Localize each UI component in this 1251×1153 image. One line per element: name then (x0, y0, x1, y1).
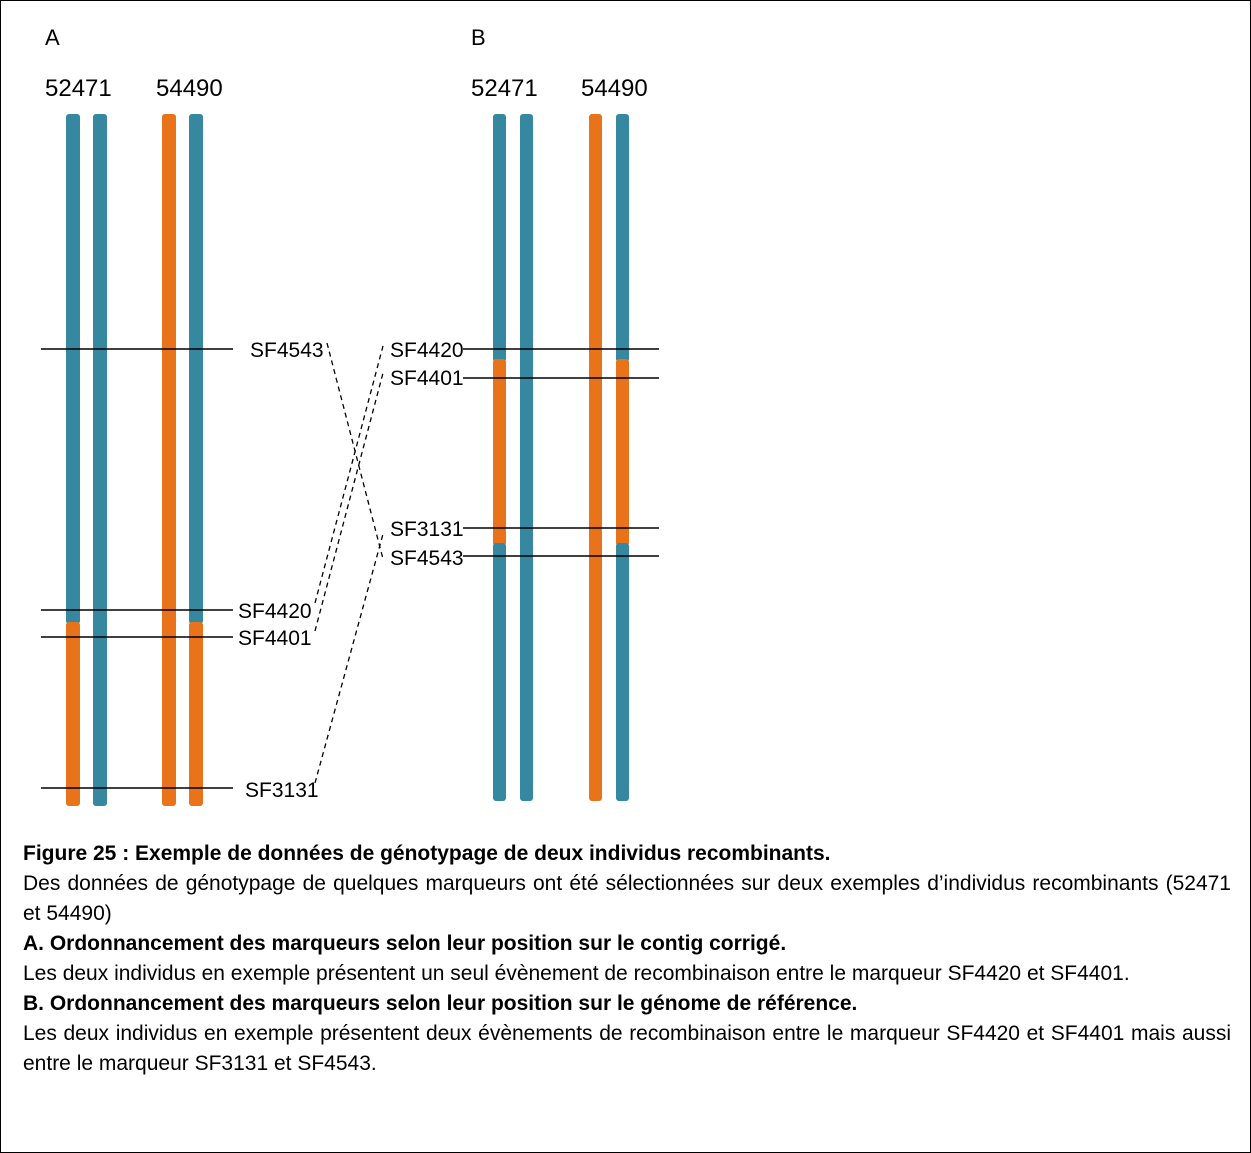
marker-label-b-2: SF4401 (390, 367, 464, 390)
chromosome-segment (493, 359, 506, 546)
chromosome-bar (520, 114, 533, 801)
marker-label-b-4: SF4543 (390, 547, 464, 570)
caption-text-b: Les deux individus en exemple présentent… (23, 1022, 1231, 1075)
marker-label-a-3: SF4401 (238, 627, 312, 650)
genotyping-diagram: A 52471 54490 SF4543 SF4420 SF4401 SF313… (41, 25, 659, 806)
chromosome-segment (616, 543, 629, 801)
chromosome-segment (493, 114, 506, 362)
dashed-link (314, 533, 384, 784)
panel-b-individual-1: 52471 (471, 75, 538, 102)
chromosome-segment (66, 114, 80, 624)
chromosome-bar (589, 114, 602, 801)
caption-heading-b: B. Ordonnancement des marqueurs selon le… (23, 992, 858, 1015)
marker-label-b-3: SF3131 (390, 518, 464, 541)
caption-text-a: Les deux individus en exemple présentent… (23, 962, 1130, 985)
marker-label-a-2: SF4420 (238, 600, 312, 623)
chromosome-bar (93, 114, 107, 806)
dashed-link (314, 345, 384, 604)
panel-b-label: B (471, 25, 486, 50)
caption-heading-a: A. Ordonnancement des marqueurs selon le… (23, 932, 787, 955)
caption-description: Des données de génotypage de quelques ma… (23, 872, 1231, 925)
panel-a-individual-2: 54490 (156, 75, 223, 102)
panel-a: A 52471 54490 SF4543 SF4420 SF4401 SF313… (41, 25, 324, 806)
marker-correspondence-lines (314, 342, 384, 784)
chromosome-segment (189, 114, 203, 624)
chromosome-segment (616, 359, 629, 546)
panel-a-label: A (45, 25, 60, 50)
panel-a-individual-1: 52471 (45, 75, 112, 102)
panel-b-individual-2: 54490 (581, 75, 648, 102)
caption-title: Figure 25 : Exemple de données de génoty… (23, 842, 831, 865)
marker-label-a-4: SF3131 (245, 779, 319, 802)
chromosome-segment (616, 114, 629, 362)
chromosome-segment (493, 543, 506, 801)
marker-label-a-1: SF4543 (250, 339, 324, 362)
figure-caption: Figure 25 : Exemple de données de génoty… (23, 839, 1231, 1079)
chromosome-bar (162, 114, 176, 806)
marker-label-b-1: SF4420 (390, 339, 464, 362)
chromosome-segment (66, 622, 80, 806)
panel-b: B 52471 54490 SF4420 SF4401 SF3131 SF454… (390, 25, 659, 801)
dashed-link (314, 372, 384, 632)
chromosome-segment (189, 622, 203, 806)
